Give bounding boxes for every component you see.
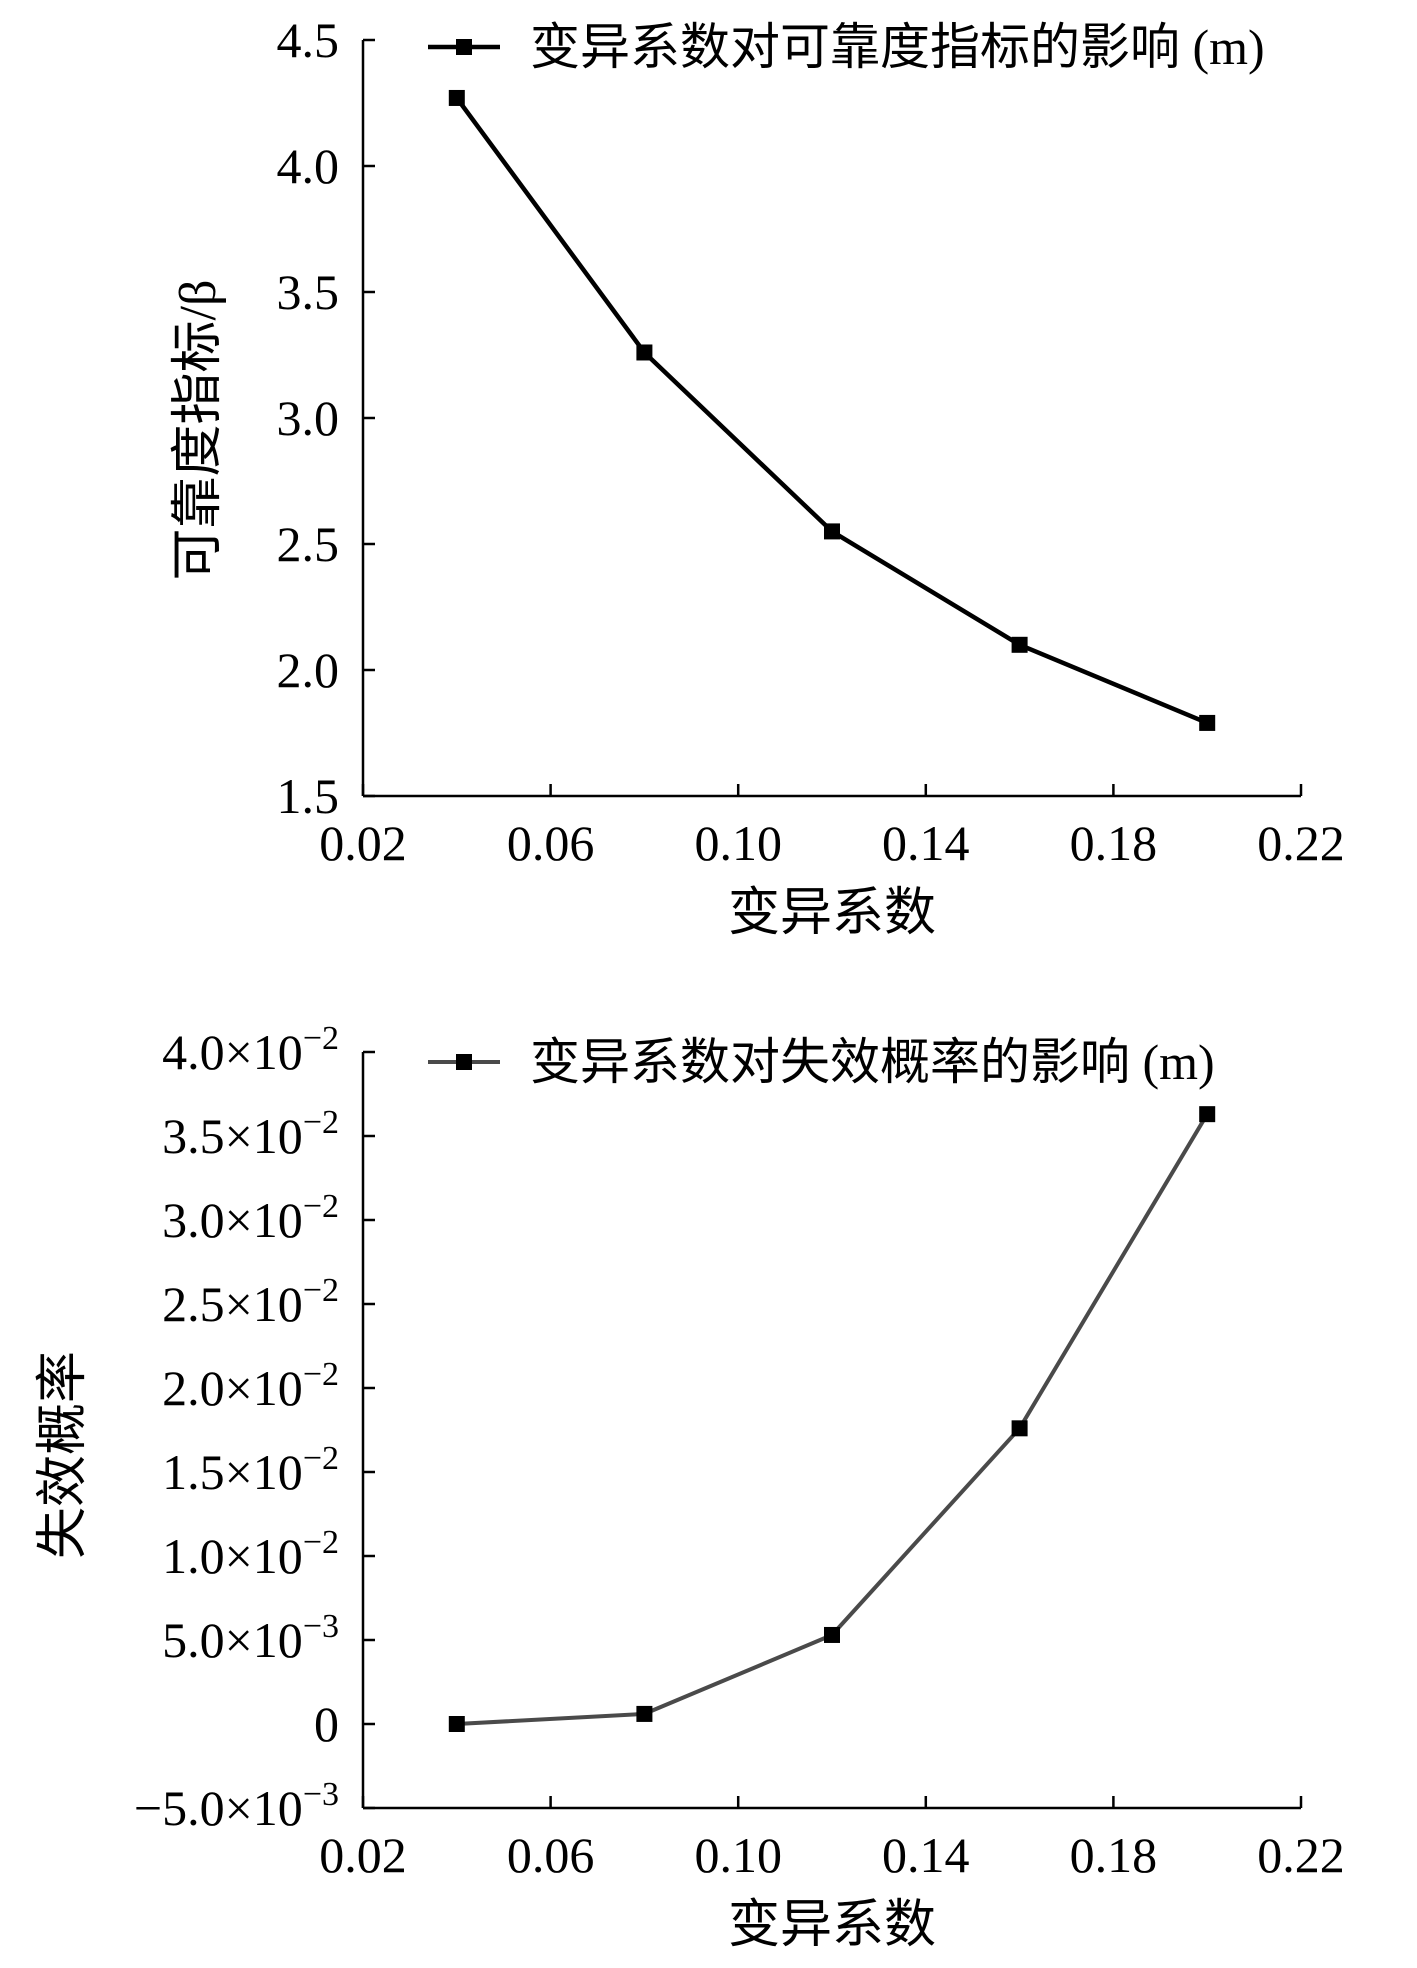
y-tick-exponent: −3 <box>303 1776 339 1813</box>
x-tick-label: 0.02 <box>319 1827 407 1883</box>
legend-marker <box>456 39 472 55</box>
y-tick-label: 2.0×10−2 <box>162 1356 339 1416</box>
y-tick-mantissa: 3.5×10 <box>162 1108 303 1164</box>
legend-label: 变异系数对可靠度指标的影响 (m) <box>530 19 1265 75</box>
y-tick-mantissa: 3.0×10 <box>162 1192 303 1248</box>
y-tick-mantissa: −5.0×10 <box>134 1780 303 1836</box>
y-tick-label: 3.5×10−2 <box>162 1104 339 1164</box>
y-tick-exponent: −2 <box>303 1356 339 1393</box>
y-tick-label: 4.5 <box>277 12 340 68</box>
y-tick-label: 2.0 <box>277 642 340 698</box>
data-point-marker <box>1199 1106 1216 1123</box>
data-point-marker <box>1011 636 1028 653</box>
x-axis-title: 变异系数 <box>728 885 936 942</box>
y-tick-mantissa: 2.0×10 <box>162 1360 303 1416</box>
y-tick-mantissa: 1.0×10 <box>162 1528 303 1584</box>
y-tick-exponent: −2 <box>303 1272 339 1309</box>
x-tick-label: 0.06 <box>507 1827 595 1883</box>
x-tick-label: 0.18 <box>1070 1827 1158 1883</box>
y-tick-label: 4.0×10−2 <box>162 1020 339 1080</box>
y-tick-exponent: −2 <box>303 1020 339 1057</box>
legend-label: 变异系数对失效概率的影响 (m) <box>530 1034 1215 1090</box>
y-tick-label: 1.5 <box>277 768 340 824</box>
y-tick-label: 4.0 <box>277 138 340 194</box>
y-tick-label: 1.5×10−2 <box>162 1440 339 1500</box>
data-point-marker <box>824 1626 840 1643</box>
y-tick-exponent: −2 <box>303 1524 339 1561</box>
y-tick-exponent: −3 <box>303 1608 339 1645</box>
y-tick-mantissa: 0 <box>314 1696 339 1752</box>
data-point-marker <box>448 89 465 106</box>
y-tick-label: 1.0×10−2 <box>162 1524 339 1584</box>
y-tick-exponent: −2 <box>303 1440 339 1477</box>
y-tick-mantissa: 2.5×10 <box>162 1276 303 1332</box>
y-tick-label: 2.5×10−2 <box>162 1272 339 1332</box>
x-tick-label: 0.10 <box>694 1827 782 1883</box>
y-tick-mantissa: 5.0×10 <box>162 1612 303 1668</box>
data-point-marker <box>636 344 653 361</box>
x-tick-label: 0.10 <box>694 815 782 871</box>
y-tick-label: 0 <box>314 1696 339 1752</box>
y-tick-label: 3.0×10−2 <box>162 1188 339 1248</box>
y-tick-mantissa: 1.5×10 <box>162 1444 303 1500</box>
data-point-marker <box>1199 714 1216 731</box>
x-tick-label: 0.14 <box>882 1827 970 1883</box>
x-tick-label: 0.02 <box>319 815 407 871</box>
series-line <box>454 96 1209 725</box>
x-tick-label: 0.22 <box>1257 1827 1345 1883</box>
x-axis-title: 变异系数 <box>728 1897 936 1954</box>
y-tick-label: 5.0×10−3 <box>162 1608 339 1668</box>
x-tick-label: 0.18 <box>1070 815 1158 871</box>
y-tick-exponent: −2 <box>303 1188 339 1225</box>
data-point-marker <box>1011 1420 1028 1437</box>
y-tick-label: 2.5 <box>277 516 340 572</box>
x-tick-label: 0.14 <box>882 815 970 871</box>
y-tick-mantissa: 4.0×10 <box>162 1024 303 1080</box>
y-tick-label: −5.0×10−3 <box>134 1776 339 1836</box>
legend-marker <box>456 1054 472 1070</box>
x-tick-label: 0.22 <box>1257 815 1345 871</box>
data-point-marker <box>448 1716 465 1732</box>
reliability-index-chart: 0.02 0.06 0.10 0.14 0.18 0.22 1.5 2.0 2.5 3.0 3.5 4… <box>170 12 1345 942</box>
data-point-marker <box>824 523 840 540</box>
y-tick-label: 3.0 <box>277 390 340 446</box>
y-tick-exponent: −2 <box>303 1104 339 1141</box>
y-axis-title: 可靠度指标/β <box>170 280 227 581</box>
x-tick-label: 0.06 <box>507 815 595 871</box>
y-axis-title: 失效概率 <box>35 1351 92 1559</box>
data-point-marker <box>636 1705 653 1722</box>
failure-probability-chart: 0.02 0.06 0.10 0.14 0.18 0.22−5.0×10−305.0×10… <box>35 1020 1345 1954</box>
y-tick-label: 3.5 <box>277 264 340 320</box>
